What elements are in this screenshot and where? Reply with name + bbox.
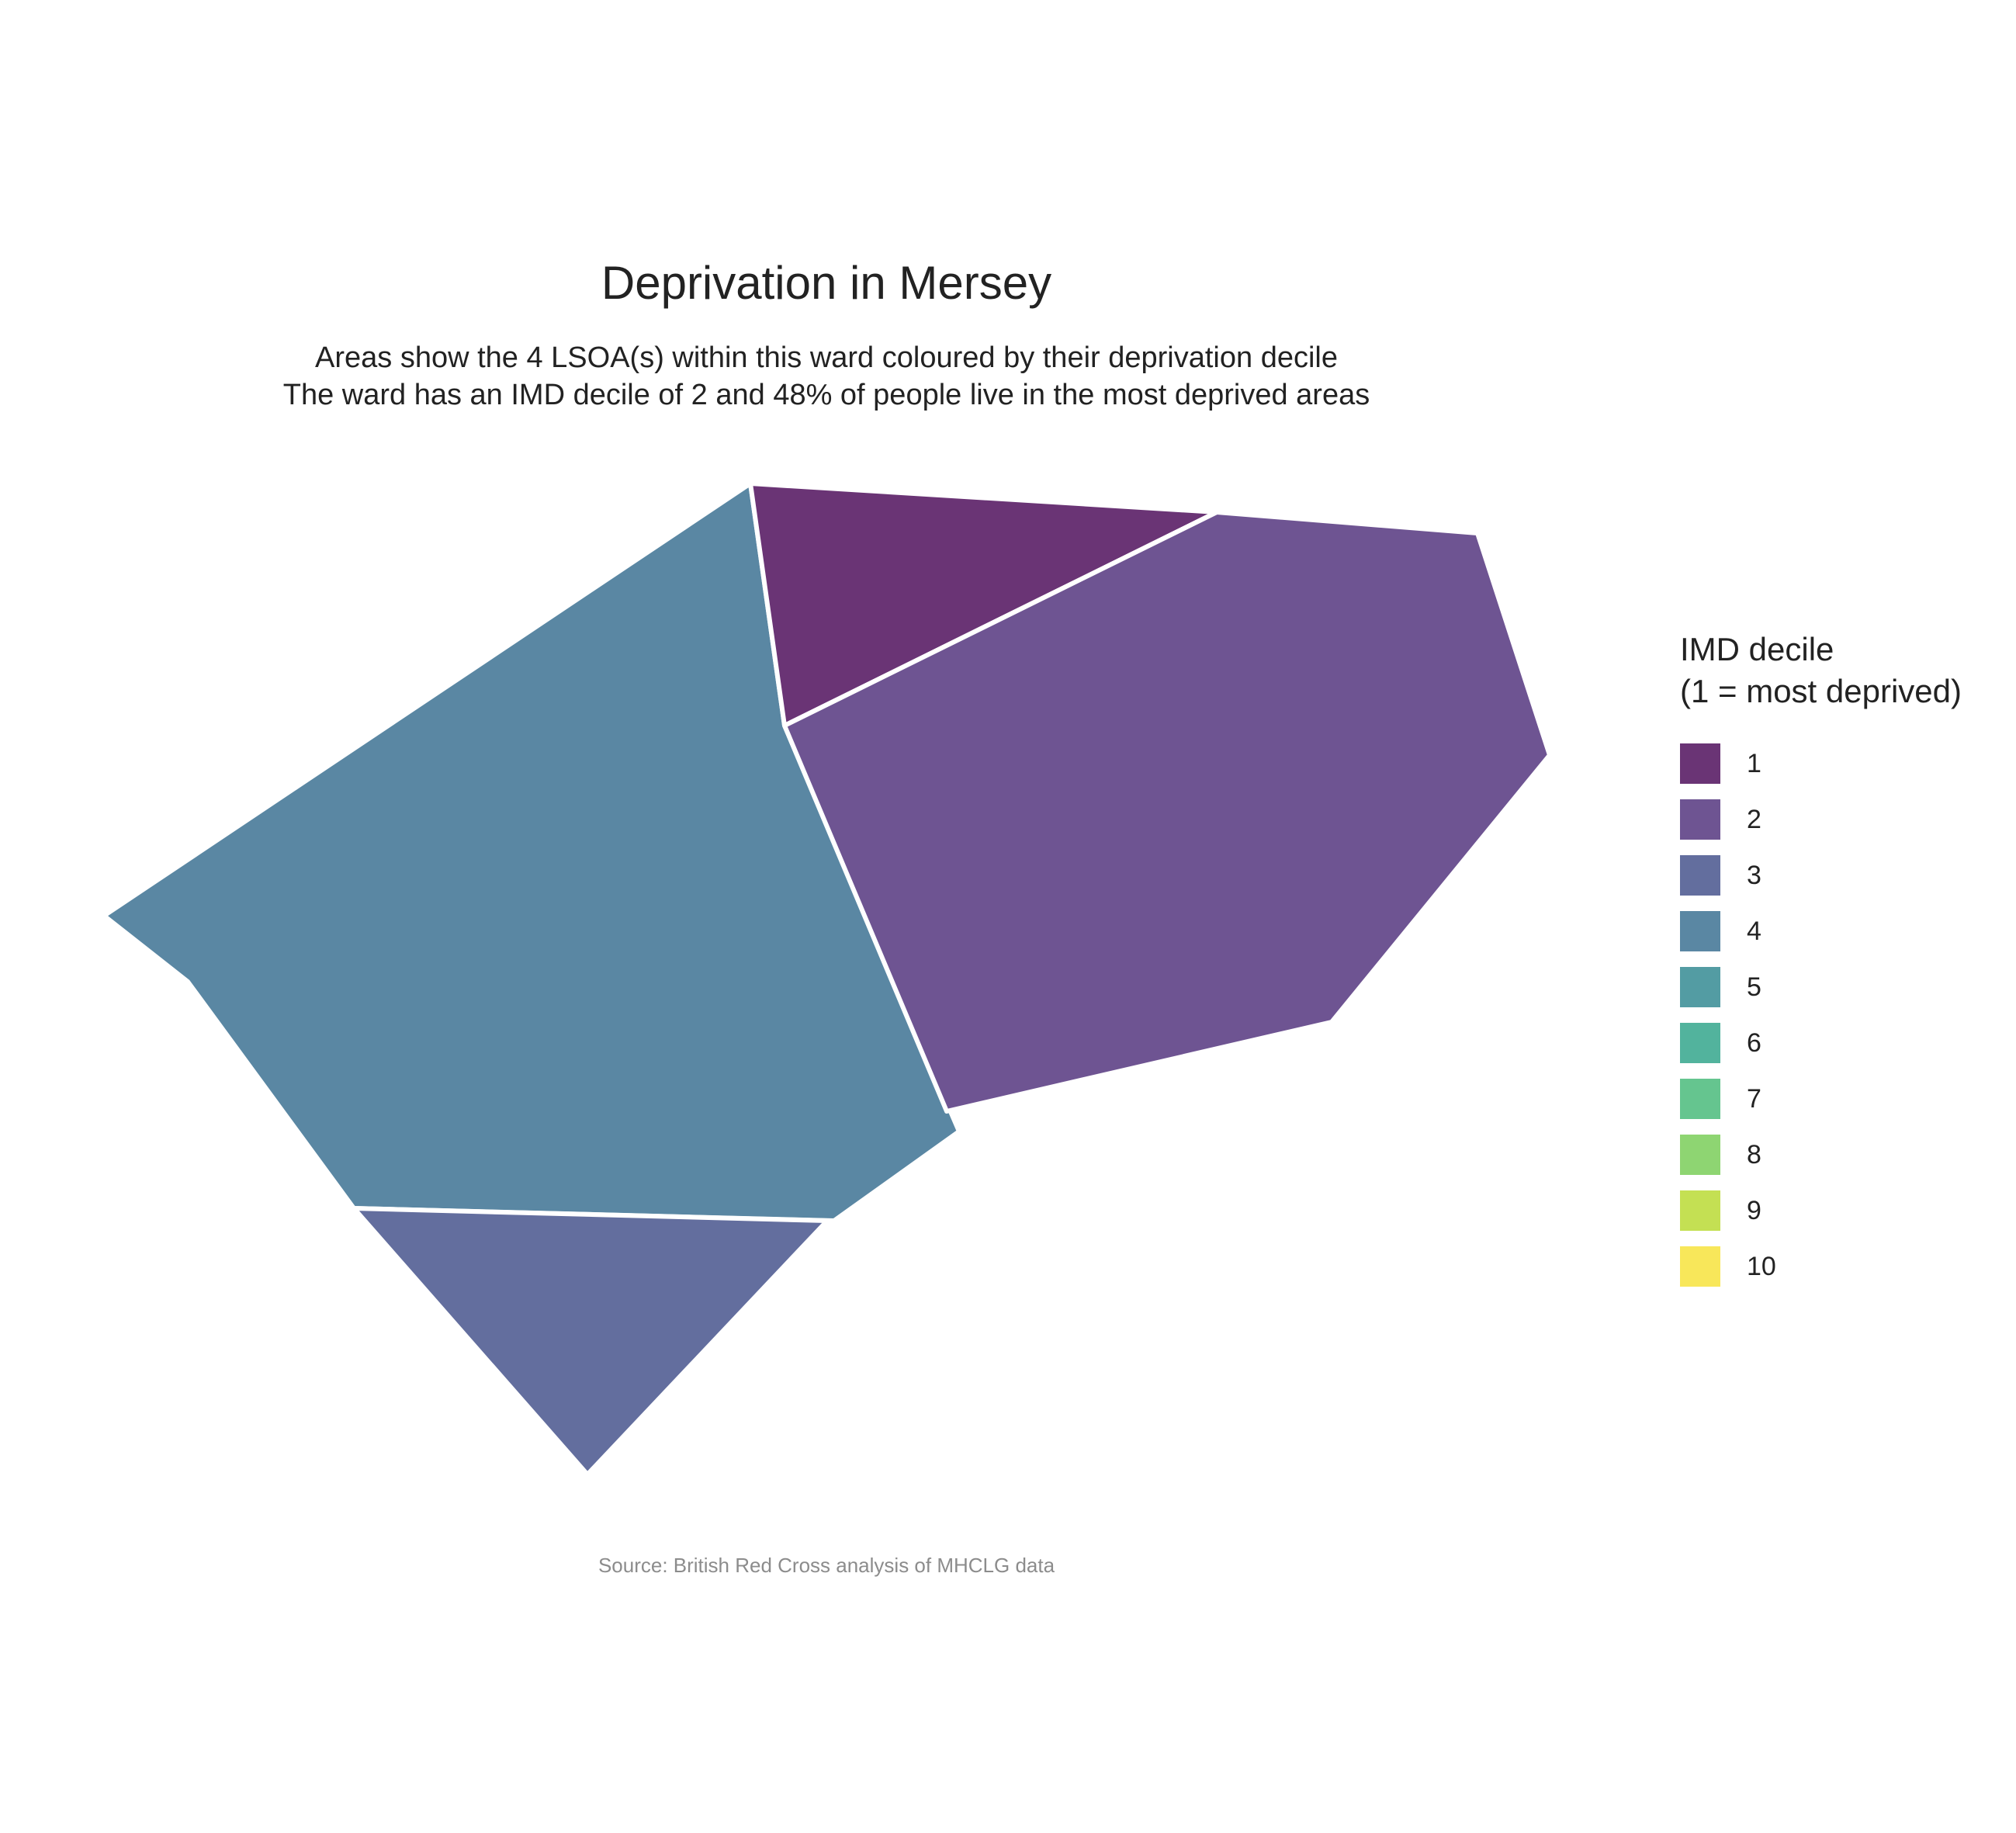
legend-label: 8: [1747, 1139, 1761, 1169]
map-subtitle-line-2: The ward has an IMD decile of 2 and 48% …: [282, 379, 1370, 411]
legend-label: 4: [1747, 916, 1761, 946]
source-caption: Source: British Red Cross analysis of MH…: [598, 1554, 1055, 1577]
legend-label: 9: [1747, 1195, 1761, 1225]
legend-swatch: [1680, 1023, 1720, 1063]
legend-label: 1: [1747, 748, 1761, 778]
legend-swatch: [1680, 1135, 1720, 1175]
legend-label: 2: [1747, 804, 1761, 834]
legend-swatch: [1680, 967, 1720, 1007]
legend-title-line-2: (1 = most deprived): [1680, 673, 1962, 709]
legend-item-10: 10: [1680, 1239, 1962, 1294]
legend-item-3: 3: [1680, 847, 1962, 903]
legend-item-8: 8: [1680, 1127, 1962, 1183]
legend-item-2: 2: [1680, 792, 1962, 847]
legend-item-7: 7: [1680, 1071, 1962, 1127]
legend-swatch: [1680, 1190, 1720, 1231]
legend-item-1: 1: [1680, 736, 1962, 792]
legend-swatch: [1680, 1079, 1720, 1119]
map-subtitle-line-1: Areas show the 4 LSOA(s) within this war…: [315, 341, 1338, 374]
legend-swatch: [1680, 855, 1720, 896]
legend-label: 5: [1747, 972, 1761, 1002]
legend-swatch: [1680, 911, 1720, 951]
legend-item-9: 9: [1680, 1183, 1962, 1239]
legend-title-line-1: IMD decile: [1680, 631, 1834, 667]
legend-swatch: [1680, 743, 1720, 784]
legend-swatch: [1680, 1246, 1720, 1287]
legend-label: 3: [1747, 860, 1761, 890]
lsoa-area-decile-3: [352, 1206, 830, 1477]
legend-label: 7: [1747, 1083, 1761, 1114]
legend-label: 6: [1747, 1027, 1761, 1058]
legend-label: 10: [1747, 1251, 1776, 1281]
legend: IMD decile (1 = most deprived) 1 2 3 4 5…: [1680, 629, 1962, 1294]
legend-item-5: 5: [1680, 959, 1962, 1015]
legend-items: 1 2 3 4 5 6 7 8 9 10: [1680, 736, 1962, 1294]
map-title: Deprivation in Mersey: [601, 257, 1052, 309]
legend-swatch: [1680, 799, 1720, 840]
lsoa-area-decile-2: [782, 510, 1552, 1114]
legend-item-6: 6: [1680, 1015, 1962, 1071]
legend-item-4: 4: [1680, 903, 1962, 959]
